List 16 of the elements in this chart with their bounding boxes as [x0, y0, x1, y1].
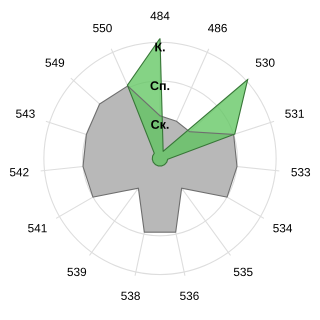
spoke-label: 533	[291, 168, 310, 176]
spoke-label: 541	[28, 224, 47, 232]
spoke-label: 531	[285, 109, 304, 118]
spoke-label: 484	[150, 12, 170, 20]
spoke-label: 538	[121, 292, 140, 300]
spoke-label: 550	[93, 24, 112, 32]
spoke-label: 530	[256, 58, 275, 67]
spoke-label: 542	[10, 168, 29, 176]
spoke-label: 549	[45, 58, 64, 67]
spoke-label: 534	[273, 224, 292, 232]
spoke-label: 486	[208, 24, 227, 32]
y-tick-label: Ск.	[151, 120, 169, 129]
spoke-label: 543	[16, 109, 35, 118]
spoke-label: 535	[234, 268, 253, 276]
spoke-label: 536	[180, 292, 199, 300]
spoke-label: 539	[67, 268, 86, 276]
